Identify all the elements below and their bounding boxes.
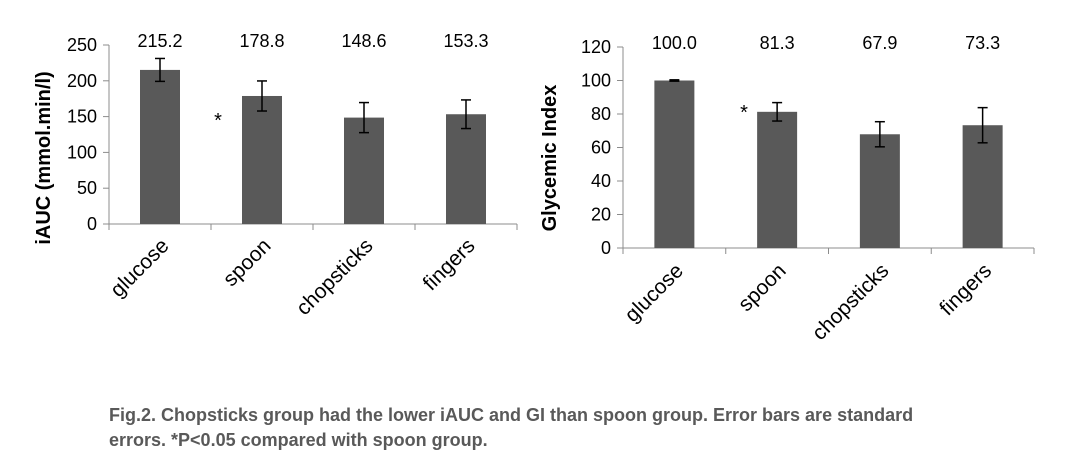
data-label: 178.8 xyxy=(239,31,284,51)
bar-glucose xyxy=(140,69,180,224)
y-axis-title: iAUC (mmol.min/l) xyxy=(33,71,55,244)
y-tick-label: 80 xyxy=(591,104,611,124)
y-tick-label: 120 xyxy=(581,37,611,57)
y-tick-label: 250 xyxy=(67,35,97,55)
x-category-label: spoon xyxy=(219,234,276,291)
data-label: 100.0 xyxy=(652,33,697,53)
bar-spoon xyxy=(757,111,798,248)
y-axis-title: Glycemic Index xyxy=(539,85,561,232)
bar-fingers xyxy=(962,125,1003,248)
y-tick-label: 150 xyxy=(67,107,97,127)
significance-star: * xyxy=(740,102,748,124)
y-tick-label: 40 xyxy=(591,171,611,191)
caption-line-2: errors. *P<0.05 compared with spoon grou… xyxy=(109,430,488,450)
significance-star: * xyxy=(214,110,222,132)
x-category-label: spoon xyxy=(734,259,791,316)
x-category-label: glucose xyxy=(620,259,687,326)
x-category-label: chopsticks xyxy=(808,259,894,345)
y-tick-label: 200 xyxy=(67,71,97,91)
y-tick-label: 0 xyxy=(87,214,97,234)
x-category-label: chopsticks xyxy=(292,234,378,320)
y-tick-label: 20 xyxy=(591,205,611,225)
bar-fingers xyxy=(446,114,486,224)
y-tick-label: 50 xyxy=(77,178,97,198)
data-label: 67.9 xyxy=(862,33,897,53)
x-category-label: fingers xyxy=(419,234,480,295)
data-label: 215.2 xyxy=(137,31,182,51)
y-tick-label: 60 xyxy=(591,138,611,158)
data-label: 153.3 xyxy=(443,31,488,51)
y-tick-label: 0 xyxy=(601,238,611,258)
figure-caption: Fig.2. Chopsticks group had the lower iA… xyxy=(109,403,1049,453)
bar-spoon xyxy=(242,95,282,224)
caption-line-1: Fig.2. Chopsticks group had the lower iA… xyxy=(109,405,914,425)
data-label: 81.3 xyxy=(760,33,795,53)
y-tick-label: 100 xyxy=(67,142,97,162)
data-label: 148.6 xyxy=(341,31,386,51)
glycemic-index-chart: 0 20 40 60 80 100 120 100.0 glucose 81.3 spoon 67.9… xyxy=(539,33,1035,345)
data-label: 73.3 xyxy=(965,33,1000,53)
bar-chopsticks xyxy=(344,117,384,224)
x-category-label: glucose xyxy=(106,234,173,301)
bar-glucose xyxy=(654,80,695,248)
bar-chopsticks xyxy=(859,134,900,248)
x-category-label: fingers xyxy=(935,259,996,320)
iauc-chart: 0 50 100 150 200 250 215.2 glucose 178.8 spoon 148… xyxy=(33,31,518,320)
y-tick-label: 100 xyxy=(581,71,611,91)
